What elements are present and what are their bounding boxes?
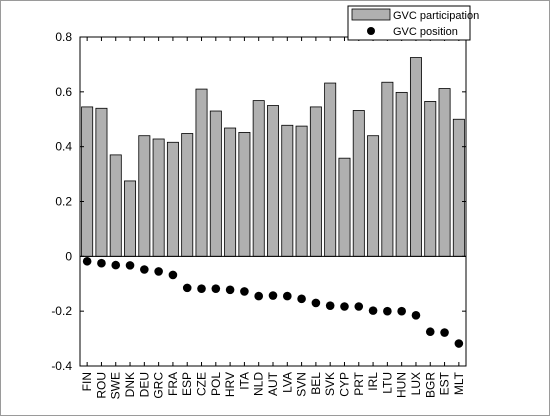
x-tick-label-rou: ROU	[94, 372, 108, 399]
bar-prt	[352, 110, 365, 257]
dot-ltu	[383, 306, 392, 316]
x-tick-label-ita: ITA	[237, 372, 251, 390]
y-tick-label: 0.4	[55, 140, 72, 154]
dot-cyp	[340, 302, 349, 311]
bar-series-group	[81, 57, 465, 257]
x-tick-label-svn: SVN	[295, 372, 309, 397]
bar-swe	[109, 154, 122, 257]
x-tick-label-mlt: MLT	[452, 371, 466, 395]
dot-mlt	[454, 339, 464, 348]
x-tick-label-deu: DEU	[137, 372, 151, 397]
x-tick-label-hrv: HRV	[223, 372, 237, 397]
dot-cze	[197, 284, 206, 293]
bar-cyp	[338, 157, 351, 257]
x-tick-label-bgr: BGR	[423, 372, 437, 398]
bar-svn	[295, 125, 308, 257]
bar-rou	[95, 107, 108, 257]
bar-mlt	[452, 118, 465, 257]
x-tick-label-lux: LUX	[409, 372, 423, 395]
x-tick-label-aut: AUT	[266, 371, 280, 396]
dot-rou	[97, 258, 106, 268]
y-axis: -0.4 -0.2 0 0.2 0.4 0.6 0.8	[51, 30, 466, 373]
y-tick-label: 0	[65, 249, 72, 263]
x-tick-label-fra: FRA	[166, 372, 180, 396]
dot-prt	[354, 302, 364, 311]
bar-deu	[138, 135, 151, 257]
y-tick-label: -0.2	[51, 304, 72, 318]
x-tick-label-grc: GRC	[152, 372, 166, 399]
bar-nld	[252, 100, 265, 257]
x-tick-label-lva: LVA	[280, 372, 294, 393]
x-tick-label-dnk: DNK	[123, 372, 137, 397]
x-tick-label-est: EST	[438, 371, 452, 395]
dot-svk	[325, 301, 335, 310]
dot-svn	[297, 294, 306, 304]
dot-lva	[282, 291, 292, 301]
dot-deu	[140, 265, 149, 274]
bar-bgr	[424, 101, 437, 257]
bar-ita	[238, 132, 251, 257]
dot-pol	[211, 284, 221, 293]
x-tick-label-prt: PRT	[352, 371, 366, 395]
dot-bel	[311, 298, 321, 308]
dot-swe	[111, 260, 121, 270]
bar-lux	[409, 57, 422, 257]
dot-est	[440, 328, 449, 337]
legend-bar-swatch	[351, 8, 391, 21]
dot-nld	[254, 291, 264, 301]
y-tick-label: -0.4	[51, 359, 72, 373]
y-tick-label: 0.6	[55, 85, 72, 99]
bar-dnk	[124, 180, 137, 257]
x-tick-label-pol: POL	[209, 372, 223, 396]
x-tick-label-swe: SWE	[109, 372, 123, 399]
legend-dot-swatch	[367, 27, 375, 35]
x-axis: FIN ROU SWE DNK DEU GRC FRA ESP CZE POL HRV ITA NLD A…	[80, 37, 466, 399]
x-tick-label-bel: BEL	[309, 372, 323, 395]
dot-grc	[154, 267, 163, 276]
dot-irl	[368, 306, 378, 315]
dot-esp	[182, 283, 192, 293]
dot-series-group	[82, 256, 464, 348]
bar-hrv	[224, 127, 237, 257]
legend-label-gvc-participation: GVC participation	[393, 10, 479, 22]
x-tick-label-nld: NLD	[252, 372, 266, 396]
bar-svk	[324, 82, 337, 257]
y-tick-label: 0.2	[55, 195, 72, 209]
dot-hrv	[225, 285, 235, 295]
bar-fin	[81, 106, 94, 257]
bar-est	[438, 88, 451, 257]
x-tick-label-hun: HUN	[395, 372, 409, 398]
dot-bgr	[425, 327, 435, 337]
bar-lva	[281, 124, 294, 257]
x-tick-label-irl: IRL	[366, 372, 380, 391]
bar-cze	[195, 88, 208, 257]
legend-label-gvc-position: GVC position	[393, 26, 458, 38]
bar-esp	[181, 133, 194, 257]
dot-fin	[82, 256, 92, 266]
dot-ita	[240, 287, 249, 296]
bar-grc	[152, 138, 165, 257]
x-tick-label-cyp: CYP	[337, 372, 351, 397]
bar-pol	[209, 110, 222, 257]
x-tick-label-cze: CZE	[195, 372, 209, 396]
dot-fra	[168, 270, 178, 280]
x-tick-label-ltu: LTU	[380, 372, 394, 394]
dot-dnk	[125, 261, 135, 270]
bar-bel	[309, 106, 322, 257]
bar-irl	[367, 135, 380, 257]
bar-ltu	[381, 81, 394, 257]
bar-aut	[267, 105, 279, 257]
y-tick-label: 0.8	[55, 30, 72, 44]
dot-hun	[397, 306, 406, 316]
bar-fra	[166, 141, 179, 257]
x-tick-label-svk: SVK	[323, 372, 337, 396]
x-tick-label-fin: FIN	[80, 372, 94, 391]
dot-aut	[268, 291, 278, 300]
legend: GVC participation GVC position	[347, 5, 479, 41]
bar-hun	[395, 91, 408, 257]
dot-lux	[411, 310, 421, 320]
x-tick-label-esp: ESP	[180, 372, 194, 396]
